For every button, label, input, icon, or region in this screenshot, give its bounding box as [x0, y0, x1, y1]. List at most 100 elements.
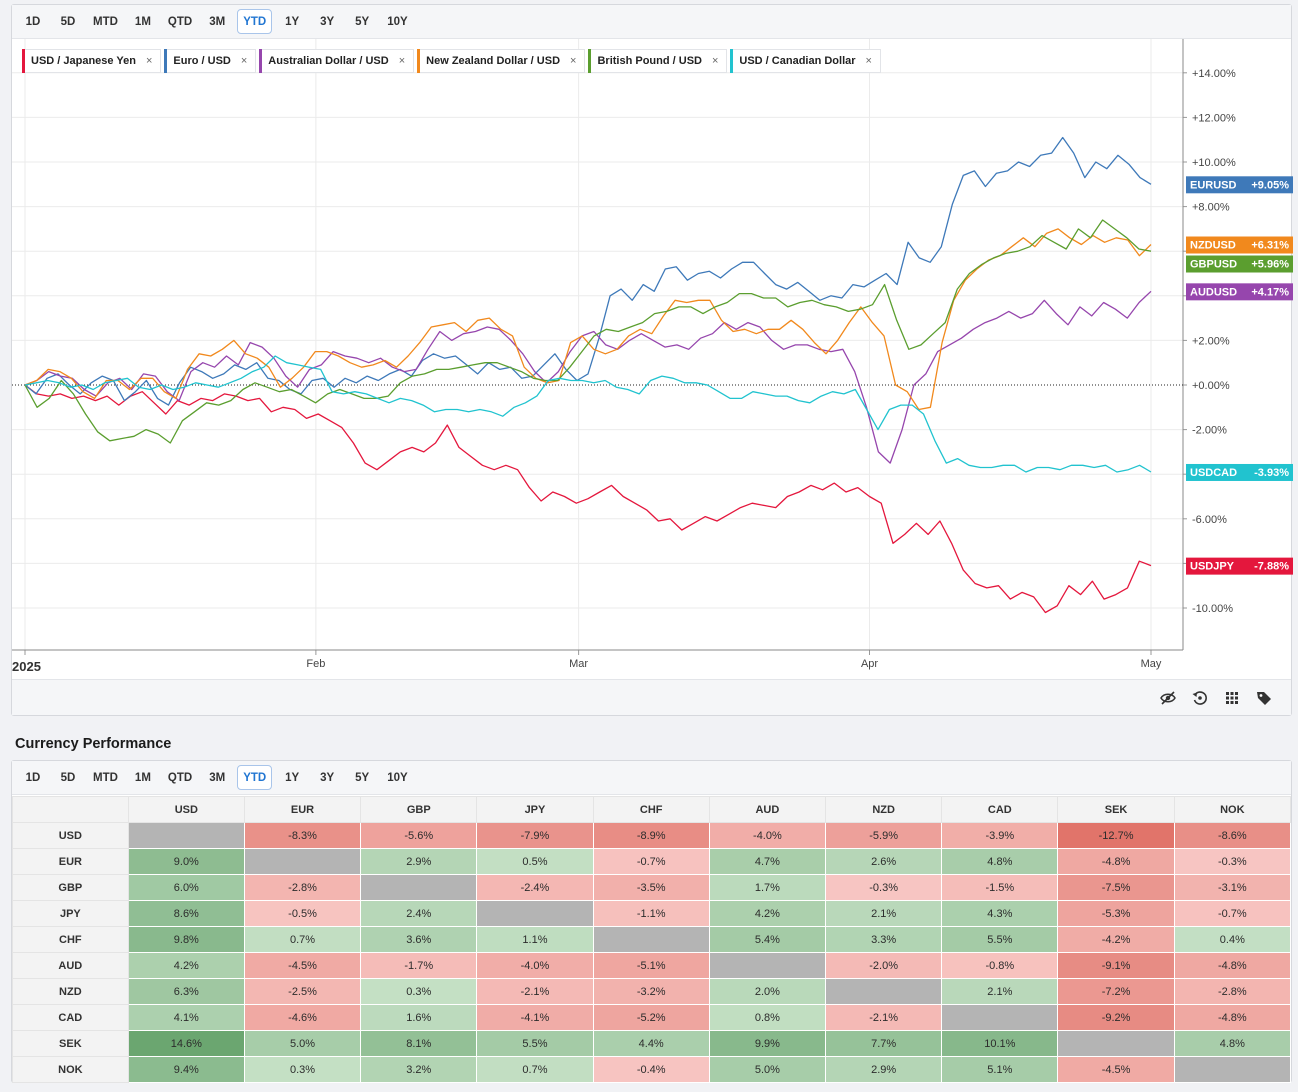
legend-chip-nzdusd[interactable]: New Zealand Dollar / USD ×	[417, 49, 586, 73]
close-icon[interactable]: ×	[570, 55, 577, 67]
series-line-nzdusd[interactable]	[24, 228, 1152, 411]
performance-cell: -9.2%	[1057, 1004, 1175, 1031]
table-range-ytd[interactable]: YTD	[237, 765, 273, 790]
close-icon[interactable]: ×	[398, 55, 406, 67]
table-range-3y[interactable]: 3Y	[320, 771, 335, 784]
table-row: EUR 9.0% 2.9% 0.5% -0.7% 4.7% 2.6% 4.8% -4.8% -0.…	[12, 848, 1292, 875]
chart-range-1m[interactable]: 1M	[134, 15, 151, 28]
chart-range-qtd[interactable]: QTD	[167, 15, 193, 28]
chart-range-ytd[interactable]: YTD	[237, 9, 273, 34]
close-icon[interactable]: ×	[711, 55, 719, 67]
close-icon[interactable]: ×	[240, 55, 248, 67]
performance-cell: 9.8%	[127, 926, 245, 953]
table-range-10y[interactable]: 10Y	[387, 771, 408, 784]
series-end-value: +5.96%	[1251, 259, 1289, 271]
reset-icon[interactable]	[1191, 689, 1209, 707]
column-header-cad: CAD	[941, 796, 1059, 823]
legend-chip-eurusd[interactable]: Euro / USD ×	[164, 49, 257, 73]
series-end-value: +9.05%	[1251, 179, 1289, 191]
legend-chip-gbpusd[interactable]: British Pound / USD ×	[588, 49, 728, 73]
legend-chip-usdcad[interactable]: USD / Canadian Dollar ×	[730, 49, 881, 73]
grid-icon[interactable]	[1223, 689, 1241, 707]
legend-color-swatch	[164, 49, 168, 73]
table-range-5y[interactable]: 5Y	[355, 771, 370, 784]
performance-cell: -2.4%	[476, 874, 594, 901]
performance-cell: 0.3%	[360, 978, 478, 1005]
performance-cell: 5.0%	[708, 1056, 827, 1083]
chart-range-5d[interactable]: 5D	[60, 15, 76, 28]
column-header-chf: CHF	[592, 796, 710, 823]
table-range-1m[interactable]: 1M	[134, 771, 151, 784]
performance-cell: 3.6%	[360, 926, 478, 953]
table-row: AUD 4.2% -4.5% -1.7% -4.0% -5.1% -2.0% -0.8% -9.…	[12, 952, 1292, 979]
chart-range-1y[interactable]: 1Y	[285, 15, 300, 28]
row-header-nok: NOK	[12, 1056, 129, 1083]
series-line-gbpusd[interactable]	[24, 219, 1152, 444]
series-end-code: USDCAD	[1190, 467, 1237, 479]
x-tick-label: 2025	[12, 659, 41, 674]
performance-cell	[127, 822, 245, 849]
performance-cell: -4.8%	[1057, 848, 1175, 875]
chart-range-mtd[interactable]: MTD	[93, 15, 118, 28]
series-line-usdcad[interactable]	[24, 355, 1152, 473]
hide-icon[interactable]	[1159, 689, 1177, 707]
performance-cell: 3.3%	[825, 926, 943, 953]
column-header-gbp: GBP	[360, 796, 478, 823]
tag-icon[interactable]	[1255, 689, 1273, 707]
performance-cell	[1173, 1056, 1292, 1083]
performance-cell: 14.6%	[127, 1030, 245, 1057]
column-header-usd: USD	[127, 796, 245, 823]
row-header-nzd: NZD	[12, 978, 129, 1005]
series-line-eurusd[interactable]	[24, 136, 1152, 406]
performance-cell: -4.1%	[476, 1004, 594, 1031]
performance-cell: -3.9%	[941, 822, 1059, 849]
table-range-3m[interactable]: 3M	[209, 771, 226, 784]
legend-color-swatch	[588, 49, 592, 73]
chart-range-3y[interactable]: 3Y	[320, 15, 335, 28]
column-header-nzd: NZD	[825, 796, 943, 823]
table-row: NOK 9.4% 0.3% 3.2% 0.7% -0.4% 5.0% 2.9% 5.1% -4.5…	[12, 1056, 1292, 1083]
legend-color-swatch	[730, 49, 734, 73]
series-line-audusd[interactable]	[24, 290, 1152, 464]
performance-cell: 6.3%	[127, 978, 245, 1005]
close-icon[interactable]: ×	[145, 55, 153, 67]
performance-cell	[941, 1004, 1059, 1031]
column-header-aud: AUD	[708, 796, 827, 823]
series-end-value: +4.17%	[1251, 286, 1289, 298]
performance-cell: -2.1%	[825, 1004, 943, 1031]
performance-cell	[825, 978, 943, 1005]
x-tick-label: Feb	[306, 658, 325, 670]
performance-cell: 4.2%	[708, 900, 827, 927]
performance-cell: 0.7%	[243, 926, 362, 953]
chart-range-5y[interactable]: 5Y	[355, 15, 370, 28]
legend-chip-usdjpy[interactable]: USD / Japanese Yen ×	[22, 49, 162, 73]
section-title: Currency Performance	[15, 736, 172, 752]
legend-chip-audusd[interactable]: Australian Dollar / USD ×	[259, 49, 415, 73]
table-range-5d[interactable]: 5D	[60, 771, 76, 784]
series-end-label-bg	[1186, 463, 1293, 481]
close-icon[interactable]: ×	[865, 55, 872, 67]
chart-range-10y[interactable]: 10Y	[387, 15, 408, 28]
performance-cell: -12.7%	[1057, 822, 1175, 849]
legend-color-swatch	[259, 49, 263, 73]
x-tick-label: Mar	[569, 658, 588, 670]
chart-range-1d[interactable]: 1D	[25, 15, 41, 28]
table-range-mtd[interactable]: MTD	[93, 771, 118, 784]
table-row: CHF 9.8% 0.7% 3.6% 1.1% 5.4% 3.3% 5.5% -4.2% 0.4%	[12, 926, 1292, 953]
table-range-1d[interactable]: 1D	[25, 771, 41, 784]
table-range-selector: 1D 5D MTD 1M QTD 3M YTD 1Y 3Y 5Y 10Y	[12, 761, 1291, 795]
series-line-usdjpy[interactable]	[24, 384, 1152, 614]
performance-cell: 1.7%	[708, 874, 827, 901]
chart-range-3m[interactable]: 3M	[209, 15, 226, 28]
performance-cell: -4.5%	[1057, 1056, 1175, 1083]
performance-cell: 0.7%	[476, 1056, 594, 1083]
row-header-sek: SEK	[12, 1030, 129, 1057]
table-range-1y[interactable]: 1Y	[285, 771, 300, 784]
y-tick-label: +2.00%	[1192, 335, 1230, 347]
column-header-sek: SEK	[1057, 796, 1175, 823]
table-range-qtd[interactable]: QTD	[167, 771, 193, 784]
y-tick-label: -10.00%	[1192, 603, 1233, 615]
performance-cell: -0.3%	[1173, 848, 1292, 875]
performance-cell: -5.6%	[360, 822, 478, 849]
performance-cell: 4.8%	[941, 848, 1059, 875]
